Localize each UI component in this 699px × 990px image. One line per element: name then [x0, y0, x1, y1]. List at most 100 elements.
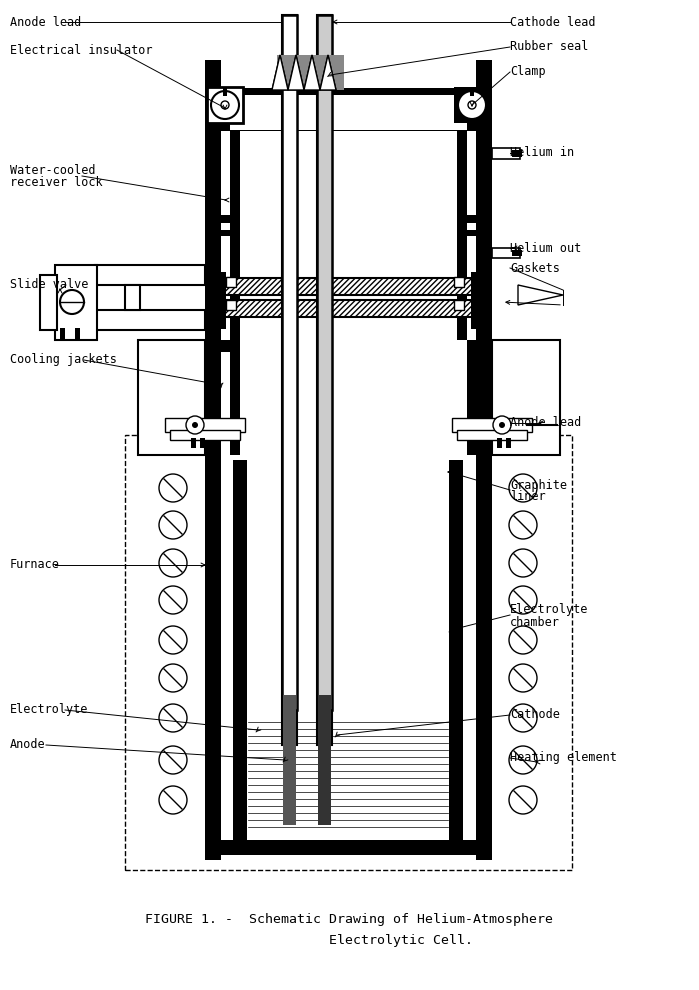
- Bar: [454, 87, 490, 123]
- Bar: [40, 275, 57, 330]
- Bar: [230, 130, 240, 340]
- Polygon shape: [320, 55, 336, 90]
- Text: liner: liner: [510, 490, 546, 504]
- Bar: [221, 215, 230, 223]
- Polygon shape: [518, 285, 563, 305]
- Bar: [467, 340, 492, 352]
- Circle shape: [509, 511, 537, 539]
- Text: Furnace: Furnace: [10, 558, 60, 571]
- Bar: [512, 250, 522, 256]
- Circle shape: [509, 586, 537, 614]
- Bar: [125, 285, 140, 310]
- Circle shape: [159, 746, 187, 774]
- Text: Electrolyte: Electrolyte: [10, 704, 88, 717]
- Bar: [471, 272, 492, 307]
- Bar: [277, 55, 344, 90]
- Bar: [457, 130, 467, 340]
- Bar: [60, 328, 65, 340]
- Text: Slide valve: Slide valve: [10, 278, 88, 291]
- Bar: [467, 230, 476, 236]
- Bar: [467, 340, 477, 455]
- Text: Anode lead: Anode lead: [10, 16, 81, 29]
- Circle shape: [509, 704, 537, 732]
- Bar: [476, 395, 477, 403]
- Bar: [75, 328, 80, 340]
- Text: Electrical insulator: Electrical insulator: [10, 44, 152, 56]
- Bar: [95, 265, 205, 285]
- Bar: [138, 340, 205, 455]
- Bar: [191, 438, 196, 448]
- Polygon shape: [272, 55, 288, 90]
- Text: Anode: Anode: [10, 739, 45, 751]
- Circle shape: [159, 586, 187, 614]
- Circle shape: [493, 416, 511, 434]
- Circle shape: [159, 549, 187, 577]
- Circle shape: [159, 474, 187, 502]
- Bar: [205, 840, 492, 855]
- Bar: [221, 230, 230, 236]
- Bar: [317, 15, 332, 710]
- Bar: [476, 455, 492, 855]
- Bar: [205, 60, 221, 860]
- Bar: [454, 300, 464, 310]
- Bar: [233, 460, 247, 840]
- Bar: [165, 418, 245, 432]
- Bar: [125, 435, 572, 870]
- Bar: [205, 340, 230, 352]
- Bar: [452, 418, 532, 432]
- Bar: [221, 278, 476, 295]
- Circle shape: [509, 549, 537, 577]
- Bar: [457, 430, 527, 440]
- Bar: [470, 88, 474, 96]
- Circle shape: [159, 626, 187, 654]
- Text: Cooling jackets: Cooling jackets: [10, 353, 117, 366]
- Polygon shape: [288, 55, 304, 90]
- Text: FIGURE 1. -  Schematic Drawing of Helium-Atmosphere
             Electrolytic Ce: FIGURE 1. - Schematic Drawing of Helium-…: [145, 913, 553, 947]
- Text: receiver lock: receiver lock: [10, 175, 103, 188]
- Text: Graphite: Graphite: [510, 478, 567, 491]
- Circle shape: [509, 626, 537, 654]
- Text: Rubber seal: Rubber seal: [510, 41, 589, 53]
- Bar: [476, 368, 487, 376]
- Text: Water-cooled: Water-cooled: [10, 163, 96, 176]
- Bar: [492, 248, 520, 258]
- Bar: [454, 277, 464, 287]
- Text: Helium in: Helium in: [510, 147, 574, 159]
- Bar: [452, 418, 532, 432]
- Bar: [205, 115, 492, 131]
- Text: Heating element: Heating element: [510, 751, 617, 764]
- Bar: [170, 430, 240, 440]
- Circle shape: [192, 422, 198, 428]
- Polygon shape: [304, 55, 320, 90]
- Bar: [283, 695, 296, 825]
- Bar: [226, 300, 236, 310]
- Bar: [205, 88, 492, 95]
- Bar: [492, 148, 520, 159]
- Circle shape: [509, 746, 537, 774]
- Bar: [492, 248, 520, 258]
- Bar: [205, 368, 210, 376]
- Bar: [200, 438, 205, 448]
- Circle shape: [159, 511, 187, 539]
- Polygon shape: [272, 55, 288, 90]
- Bar: [207, 87, 243, 123]
- Text: Cathode lead: Cathode lead: [510, 16, 596, 29]
- Circle shape: [499, 422, 505, 428]
- Text: Cathode: Cathode: [510, 709, 560, 722]
- Circle shape: [159, 664, 187, 692]
- Polygon shape: [288, 55, 304, 90]
- Text: Clamp: Clamp: [510, 65, 546, 78]
- Bar: [205, 455, 221, 855]
- Text: chamber: chamber: [510, 616, 560, 629]
- Bar: [221, 60, 476, 860]
- Circle shape: [60, 290, 84, 314]
- Circle shape: [186, 416, 204, 434]
- Bar: [95, 310, 205, 330]
- Polygon shape: [320, 55, 336, 90]
- Bar: [165, 418, 245, 432]
- Circle shape: [509, 664, 537, 692]
- Bar: [317, 15, 332, 745]
- Bar: [233, 828, 463, 840]
- Polygon shape: [304, 55, 320, 90]
- Bar: [205, 294, 226, 329]
